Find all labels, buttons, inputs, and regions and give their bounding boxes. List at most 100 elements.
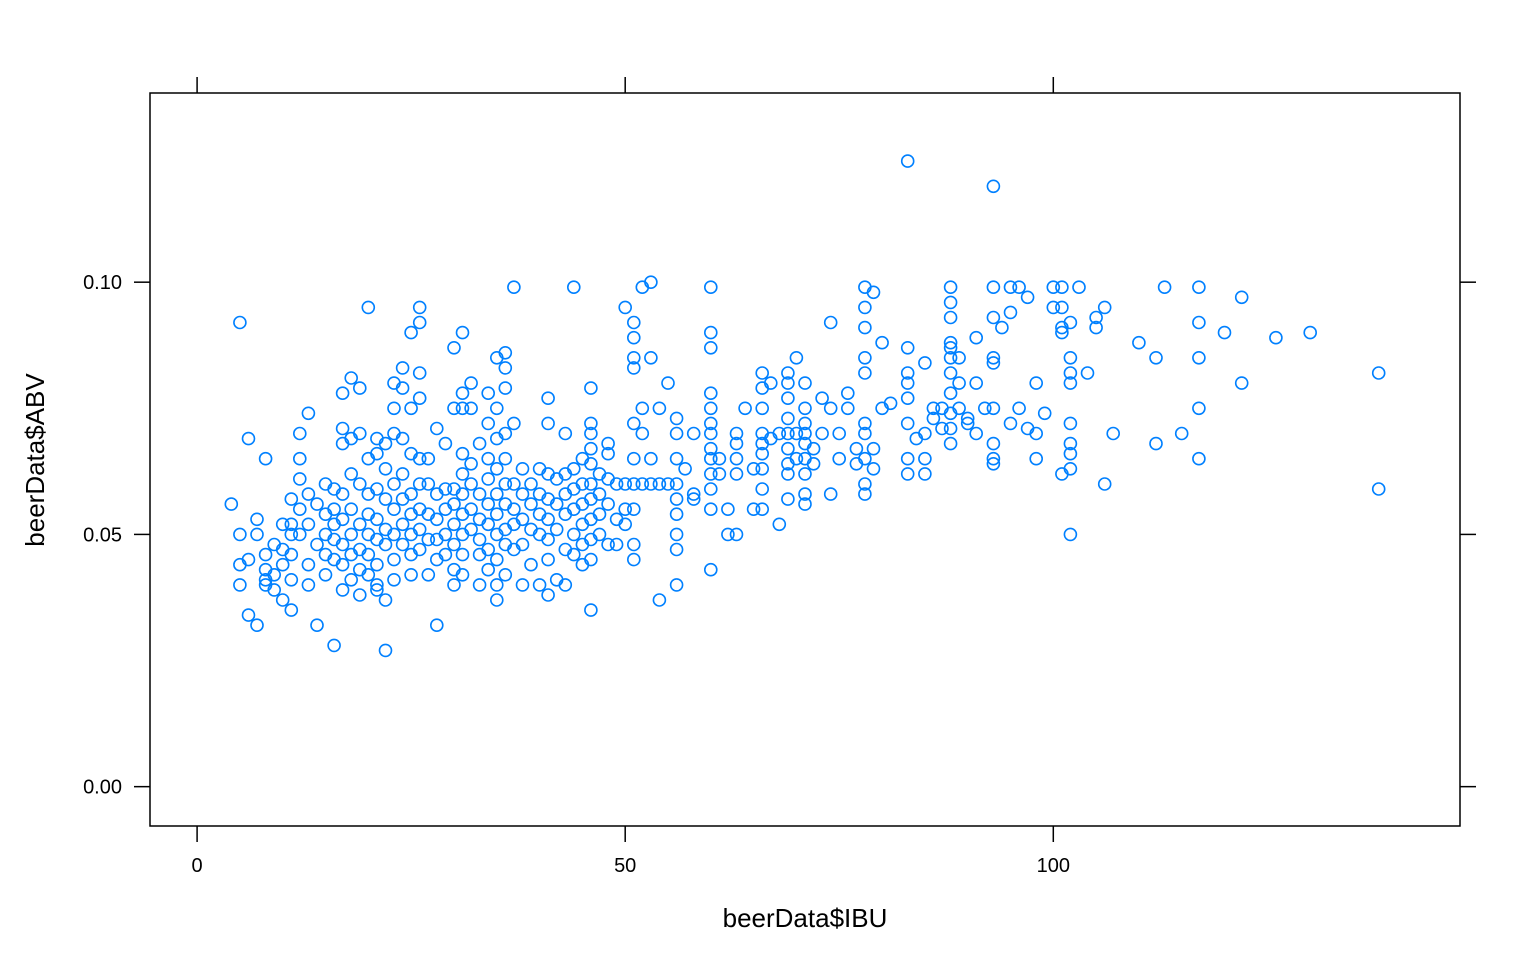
data-point <box>618 517 633 532</box>
data-point <box>669 527 684 542</box>
data-point <box>798 426 812 441</box>
data-point <box>840 401 855 416</box>
data-point <box>472 578 487 592</box>
x-tick-label: 100 <box>1037 855 1070 877</box>
data-point <box>883 396 898 411</box>
data-point <box>1063 527 1078 542</box>
data-point <box>781 426 795 441</box>
data-point <box>361 567 376 582</box>
data-point <box>986 356 1001 370</box>
data-point <box>866 461 881 476</box>
data-point <box>584 552 598 567</box>
data-point <box>626 350 641 365</box>
data-point <box>344 572 359 587</box>
data-point <box>233 578 247 592</box>
data-point <box>352 588 367 602</box>
data-point <box>438 547 453 562</box>
data-point <box>284 603 299 617</box>
data-point <box>626 361 641 375</box>
data-point <box>370 578 384 592</box>
data-point <box>823 401 838 416</box>
data-point <box>703 482 718 496</box>
data-point <box>618 502 633 517</box>
data-point <box>344 371 359 385</box>
data-point <box>703 502 718 517</box>
data-point <box>335 421 350 436</box>
data-point <box>789 350 804 365</box>
data-point <box>267 583 282 597</box>
data-point <box>703 441 718 456</box>
data-point <box>292 472 307 486</box>
data-point <box>1063 366 1078 380</box>
data-point <box>1149 436 1163 451</box>
data-point <box>489 487 504 501</box>
data-point <box>361 547 376 562</box>
data-point <box>455 386 470 401</box>
data-points <box>224 154 1386 658</box>
data-point <box>447 340 461 355</box>
data-point <box>1269 330 1283 345</box>
data-point <box>515 537 530 552</box>
data-point <box>712 451 727 466</box>
data-point <box>284 492 299 506</box>
data-point <box>498 567 513 582</box>
data-point <box>763 376 778 390</box>
data-point <box>421 451 436 466</box>
data-point <box>1029 376 1043 390</box>
data-point <box>421 567 436 582</box>
data-point <box>558 578 573 592</box>
data-point <box>267 567 282 582</box>
y-tick-label: 0.10 <box>83 272 122 294</box>
data-point <box>241 431 256 446</box>
data-point <box>960 411 975 426</box>
data-point <box>960 416 975 431</box>
data-point <box>455 547 470 562</box>
y-axis-left: 0.00 0.05 0.10 <box>83 272 150 799</box>
data-point <box>969 426 984 441</box>
data-point <box>943 295 958 310</box>
data-point <box>592 507 607 522</box>
data-point <box>943 421 958 436</box>
data-point <box>370 557 384 572</box>
data-point <box>412 542 427 557</box>
data-point <box>661 477 675 491</box>
data-point <box>601 436 615 451</box>
data-point <box>447 497 461 511</box>
data-point <box>352 477 367 491</box>
data-point <box>250 512 264 527</box>
data-point <box>541 416 555 431</box>
data-point <box>395 467 410 481</box>
data-point <box>1106 426 1120 441</box>
data-point <box>481 497 496 511</box>
data-point <box>678 461 692 476</box>
data-point <box>644 477 658 491</box>
data-point <box>798 401 812 416</box>
data-point <box>275 517 290 532</box>
data-point <box>1080 366 1095 380</box>
data-point <box>292 451 307 466</box>
data-point <box>755 461 770 476</box>
data-point <box>584 477 598 491</box>
data-point <box>584 441 598 456</box>
data-point <box>352 381 367 395</box>
data-point <box>858 477 872 491</box>
data-point <box>755 482 770 496</box>
data-point <box>644 451 658 466</box>
data-point <box>626 537 641 552</box>
data-point <box>858 300 872 315</box>
data-point <box>412 391 427 406</box>
data-point <box>378 436 393 451</box>
data-point <box>943 366 958 380</box>
data-point <box>327 638 341 653</box>
data-point <box>601 497 615 511</box>
data-point <box>250 618 264 633</box>
data-point <box>755 401 770 416</box>
data-point <box>1371 482 1386 496</box>
data-point <box>1063 376 1078 390</box>
data-point <box>370 583 384 597</box>
data-point <box>669 411 684 426</box>
data-point <box>584 456 598 471</box>
data-point <box>943 350 958 365</box>
data-point <box>524 477 538 491</box>
data-point <box>498 361 513 375</box>
